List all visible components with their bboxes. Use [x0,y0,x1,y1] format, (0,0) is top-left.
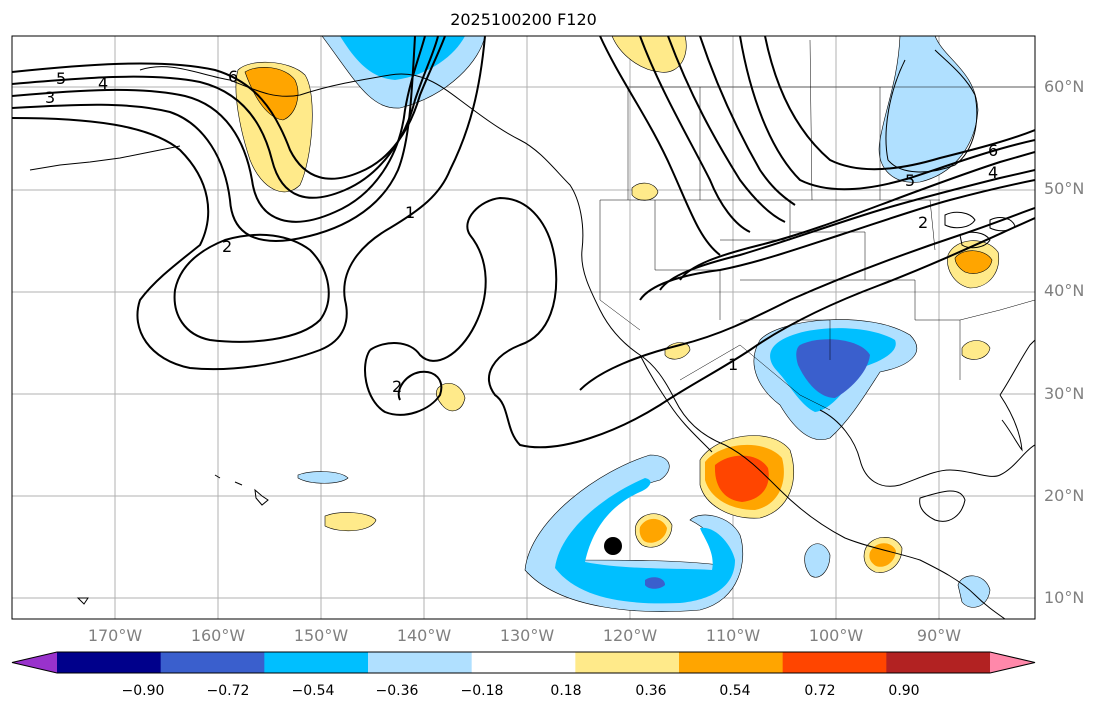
colorbar-tick-label: 0.54 [719,683,751,699]
colorbar-segment [886,652,991,673]
lon-label-160w: 160°W [190,626,246,645]
map-frame [11,35,1036,620]
contour-label: 5 [905,171,915,190]
lon-label-120w: 120°W [602,626,658,645]
lat-label-20n: 20°N [1044,486,1085,505]
lat-label-50n: 50°N [1044,179,1085,198]
colorbar-tick-label: −0.90 [121,683,165,699]
colorbar-tick-label: 0.36 [635,683,667,699]
lon-label-150w: 150°W [293,626,349,645]
political-borders [599,39,1035,411]
colorbar-tick-label: −0.54 [291,683,335,699]
colorbar-tick-label: 0.18 [550,683,582,699]
lon-label-110w: 110°W [705,626,761,645]
lon-label-130w: 130°W [499,626,555,645]
lat-label-40n: 40°N [1044,281,1085,300]
colorbar-tick-label: 0.72 [804,683,836,699]
contour-label: 5 [56,69,66,88]
contour-label: 2 [918,213,928,232]
colorbar-segment [471,652,576,673]
colorbar-segment [679,652,784,673]
contour-label: 6 [988,141,998,160]
lon-label-140w: 140°W [396,626,452,645]
colorbar-segment [264,652,369,673]
colorbar-tick-label: 0.90 [888,683,920,699]
colorbar-segment [368,652,473,673]
colorbar-segment [12,652,57,673]
colorbar [11,651,1036,674]
lon-label-170w: 170°W [87,626,143,645]
colorbar-segment [575,652,680,673]
lon-label-90w: 90°W [916,626,962,645]
colorbar-segment [160,652,265,673]
contour-label: 1 [728,355,738,374]
colorbar-tick-label: −0.36 [375,683,419,699]
contour-label-group: 5 4 3 6 2 1 2 6 5 4 2 1 [45,67,998,396]
contour-lines [12,36,1035,449]
lon-label-100w: 100°W [808,626,864,645]
anomaly-shading [235,36,1000,612]
storm-center-marker-icon [604,537,622,555]
contour-label: 2 [392,377,402,396]
contour-label: 4 [98,74,108,93]
map-title: 2025100200 F120 [450,10,597,29]
coastlines [29,49,1035,619]
colorbar-segment [990,652,1035,673]
contour-label: 2 [222,237,232,256]
contour-label: 6 [228,67,238,86]
contour-label: 3 [45,88,55,107]
colorbar-tick-label: −0.18 [460,683,504,699]
colorbar-tick-label: −0.72 [206,683,250,699]
lat-label-30n: 30°N [1044,384,1085,403]
contour-label: 4 [988,163,998,182]
contour-label: 1 [405,203,415,222]
colorbar-segment [57,652,162,673]
colorbar-segment [782,652,887,673]
colorbar-outline [11,651,1036,674]
lat-label-60n: 60°N [1044,77,1085,96]
lat-label-10n: 10°N [1044,588,1085,607]
